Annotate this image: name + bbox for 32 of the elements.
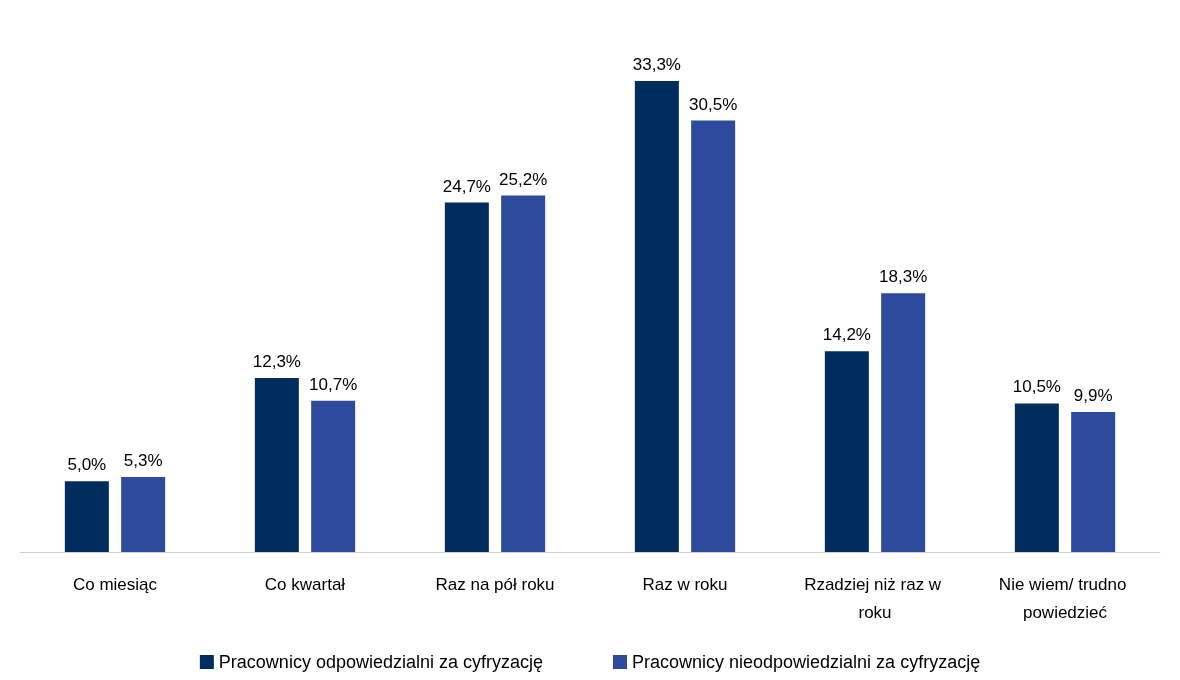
data-label: 30,5% [689, 94, 738, 114]
bar [444, 202, 489, 552]
data-label: 10,5% [1012, 377, 1061, 397]
bar [691, 120, 736, 552]
x-tick-label: Raz na pół roku [435, 574, 555, 594]
bar [121, 477, 166, 552]
data-label: 33,3% [632, 54, 681, 74]
bar [881, 293, 926, 552]
data-label: 24,7% [442, 176, 491, 196]
data-label: 12,3% [252, 352, 301, 372]
bar [501, 195, 546, 552]
bar [634, 80, 679, 552]
legend-label: Pracownicy odpowiedzialni za cyfryzację [218, 652, 543, 672]
data-label: 5,0% [67, 455, 107, 475]
bar [311, 400, 356, 552]
data-label: 5,3% [123, 451, 163, 471]
x-tick-label: Co kwartał [264, 574, 346, 594]
bar [254, 378, 299, 552]
x-tick-label: Rzadziej niż raz w roku [804, 574, 946, 622]
bar [64, 481, 109, 552]
bar [824, 351, 869, 552]
x-tick-label: Nie wiem/ trudno powiedzieć [998, 574, 1132, 622]
data-label: 25,2% [499, 169, 548, 189]
bar [1071, 411, 1116, 552]
data-label: 9,9% [1073, 385, 1113, 405]
data-label: 18,3% [879, 267, 928, 287]
x-tick-label: Raz w roku [642, 574, 728, 594]
data-label: 10,7% [309, 374, 358, 394]
data-label: 14,2% [822, 325, 871, 345]
legend-label: Pracownicy nieodpowiedzialni za cyfryzację [631, 652, 981, 672]
x-tick-label: Co miesiąc [72, 574, 158, 594]
bar [1014, 403, 1059, 552]
